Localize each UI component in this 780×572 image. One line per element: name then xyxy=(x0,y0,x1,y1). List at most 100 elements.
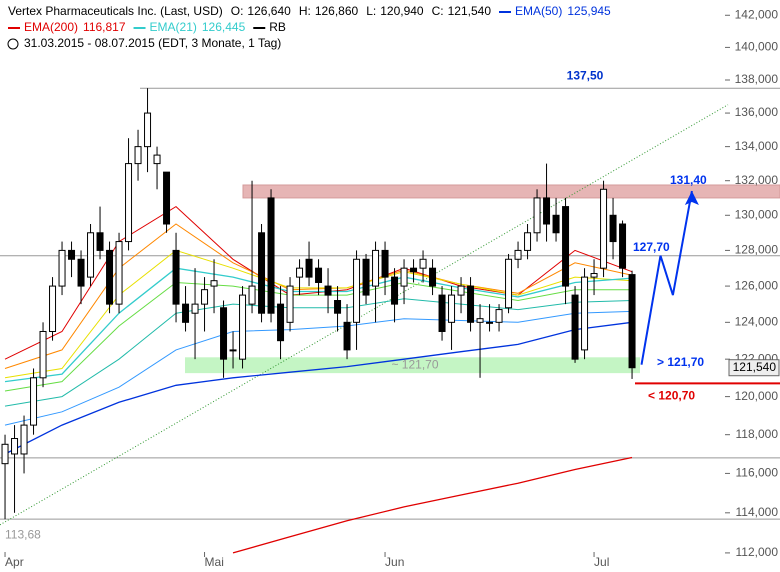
candle-body xyxy=(334,300,342,314)
candle-body xyxy=(106,249,114,305)
candle-body xyxy=(315,267,323,283)
level-label: 113,68 xyxy=(5,527,41,541)
candle-body xyxy=(391,276,399,305)
support-label: ~ 121,70 xyxy=(391,357,438,371)
ribbon-line xyxy=(4,281,632,392)
candle-body xyxy=(353,258,361,323)
candle-body xyxy=(11,438,19,455)
candle-body xyxy=(20,424,28,455)
candle-body xyxy=(49,285,57,332)
candle-body xyxy=(495,309,503,323)
plot-area: ~ 121,70 137,50 113,68 > 121,70 127,70 131,40… xyxy=(0,7,780,569)
projection-label: 127,70 xyxy=(633,240,670,254)
ribbon-line xyxy=(4,310,633,426)
candle-body xyxy=(305,258,313,278)
y-tick-label: 140,000 xyxy=(735,40,779,54)
stop-label: < 120,70 xyxy=(648,389,695,403)
candle-body xyxy=(87,232,95,278)
candle-body xyxy=(172,249,180,305)
y-tick-label: 136,000 xyxy=(735,105,779,119)
candle-body xyxy=(486,321,494,324)
y-tick-label: 118,000 xyxy=(736,427,779,441)
candle-body xyxy=(239,294,247,360)
candle-body xyxy=(163,171,171,225)
y-tick-label: 116,000 xyxy=(736,466,779,480)
candle-body xyxy=(429,267,437,287)
y-tick-label: 120,000 xyxy=(735,389,779,403)
candle-body xyxy=(524,232,532,251)
candle-body xyxy=(125,163,133,243)
candle-body xyxy=(381,249,389,278)
candle-body xyxy=(581,276,589,351)
ohlc-value: 126,860 xyxy=(315,4,359,18)
candle-body xyxy=(562,206,570,287)
resistance-zone xyxy=(242,184,780,199)
legend-value: 126,445 xyxy=(202,20,246,34)
legend-name: EMA(200) xyxy=(24,20,78,34)
x-tick-label: Jun xyxy=(385,555,404,569)
candle-body xyxy=(134,146,142,165)
chart-title: Vertex Pharmaceuticals Inc. (Last, USD) xyxy=(8,4,223,18)
candle-body xyxy=(343,321,351,351)
candle-body xyxy=(68,249,76,260)
candle-body xyxy=(286,285,294,323)
candle-body xyxy=(600,188,608,269)
candle-body xyxy=(419,258,427,269)
candle-body xyxy=(571,294,579,360)
candle-body xyxy=(30,377,38,426)
candle-body xyxy=(229,349,237,352)
candle-body xyxy=(258,232,266,314)
last-price-label: 121,540 xyxy=(733,360,777,374)
candle-body xyxy=(514,249,522,260)
trend-line xyxy=(0,104,729,526)
last-price-box xyxy=(728,359,780,377)
y-tick-label: 126,000 xyxy=(735,278,779,292)
ohlc-value: 120,940 xyxy=(380,4,424,18)
candle-body xyxy=(467,285,475,323)
candle-body xyxy=(277,303,285,342)
candle-body xyxy=(248,285,256,305)
candle-body xyxy=(590,273,598,278)
candle-body xyxy=(543,197,551,225)
arrow-head xyxy=(684,191,699,206)
projection-label: > 121,70 xyxy=(657,355,704,369)
candle-body xyxy=(210,280,218,287)
candle-body xyxy=(58,249,66,287)
candle-body xyxy=(438,294,446,332)
clock-icon xyxy=(7,38,19,50)
y-tick-label: 138,000 xyxy=(735,72,779,86)
candle-body xyxy=(533,197,541,234)
chart-subtitle: 31.03.2015 - 08.07.2015 (EDT, 3 Monate, … xyxy=(24,36,281,50)
y-tick-label: 132,000 xyxy=(735,173,779,187)
legend-name: EMA(50) xyxy=(515,4,562,18)
y-tick-label: 128,000 xyxy=(735,243,779,257)
candle-body xyxy=(552,214,560,234)
x-tick-label: Jul xyxy=(594,555,609,569)
candle-body xyxy=(372,249,380,287)
y-tick-label: 114,000 xyxy=(736,505,779,519)
candle-body xyxy=(609,214,617,243)
candle-body xyxy=(505,258,513,309)
candle-body xyxy=(267,197,275,314)
ohlc-name: L: xyxy=(366,4,376,18)
candle-body xyxy=(220,307,228,360)
candle-body xyxy=(362,258,370,296)
y-tick-label: 142,000 xyxy=(735,7,779,21)
candle-body xyxy=(400,267,408,287)
candle-body xyxy=(448,294,456,323)
projection-label: 131,40 xyxy=(670,173,707,187)
ema-line xyxy=(232,456,633,554)
legend-value: 125,945 xyxy=(567,4,611,18)
candle-body xyxy=(96,232,104,251)
candle-body xyxy=(324,285,332,296)
candle-body xyxy=(1,443,9,465)
legend-value: 116,817 xyxy=(83,20,126,34)
candle-body xyxy=(39,330,47,379)
level-label: 137,50 xyxy=(567,68,604,82)
candle-body xyxy=(191,303,199,314)
ohlc-name: H: xyxy=(299,4,311,18)
support-zone xyxy=(185,357,640,374)
candle-body xyxy=(476,318,484,323)
ohlc-name: C: xyxy=(432,4,444,18)
